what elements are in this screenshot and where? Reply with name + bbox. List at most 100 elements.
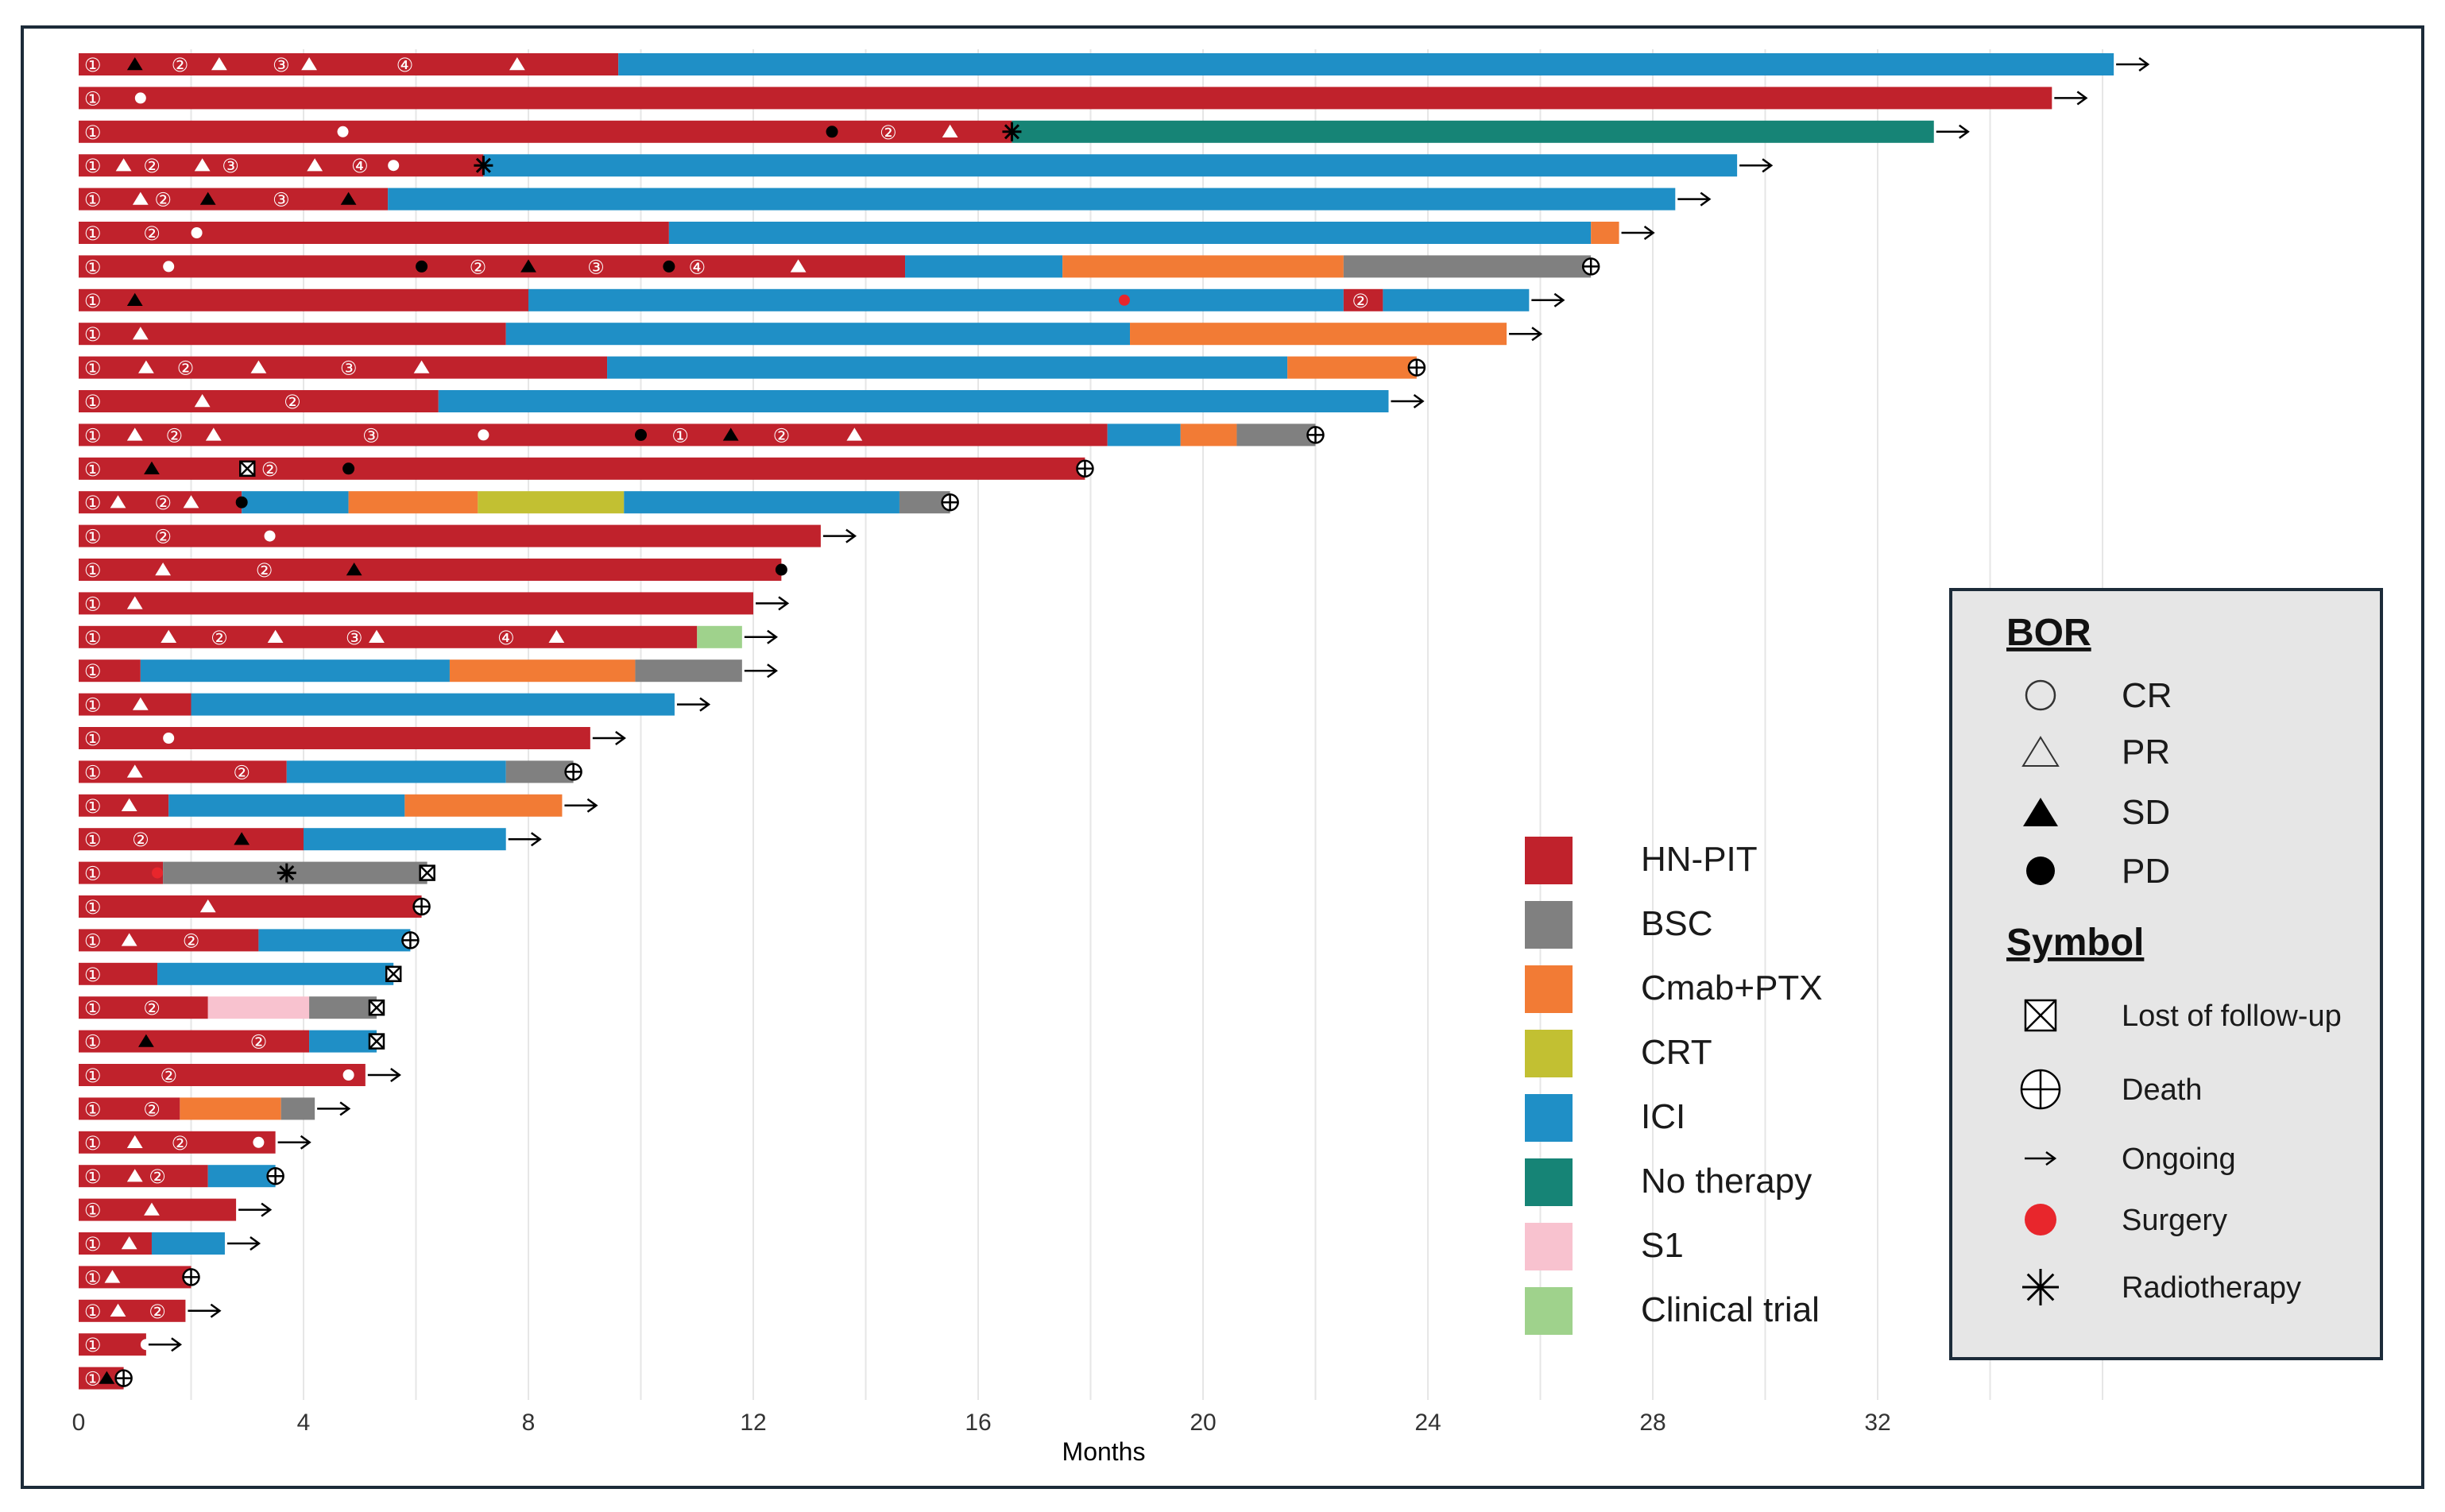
marker-pr (121, 933, 137, 946)
bar-segment (140, 659, 450, 683)
line-number-label: ① (84, 594, 102, 615)
x-tick-label: 24 (1414, 1410, 1441, 1436)
line-number-label: ③ (346, 628, 363, 649)
bar-segment (618, 53, 2114, 75)
line-number-label: ① (84, 1267, 102, 1289)
patient-row: ① ② ③ ④ (79, 625, 778, 649)
line-number-label: ② (132, 829, 149, 851)
marker-cr (253, 1136, 265, 1148)
marker-ongoing-head (250, 1236, 261, 1251)
marker-pd (663, 260, 675, 273)
marker-ongoing-head (586, 798, 598, 813)
line-number-label: ② (172, 55, 189, 76)
line-number-label: ④ (688, 257, 706, 278)
legend-bor-label: CR (2122, 676, 2172, 715)
bar-segment (478, 491, 625, 514)
bar-segment (79, 828, 304, 851)
marker-sd (340, 191, 357, 205)
bar-segment (191, 693, 675, 716)
line-number-label: ② (880, 122, 897, 144)
bar-segment (79, 457, 1085, 480)
bar-segment (1130, 323, 1507, 346)
line-number-label: ① (84, 156, 102, 177)
line-number-label: ② (256, 560, 273, 582)
bar-segment (438, 390, 1389, 412)
patient-row: ① (79, 727, 626, 750)
bar-segment (79, 222, 669, 244)
bar-segment (79, 524, 821, 547)
bar-segment (79, 1333, 146, 1356)
line-number-label: ② (143, 998, 161, 1019)
patient-row: ① (79, 861, 435, 885)
bar-segment (79, 625, 698, 648)
x-tick-label: 20 (1190, 1410, 1216, 1436)
line-number-label: ① (84, 459, 102, 481)
patient-row: ① (79, 693, 711, 717)
bar-segment (79, 356, 608, 379)
bar-segment (79, 929, 259, 952)
marker-radiotherapy (1004, 124, 1019, 140)
marker-ongoing-head (1553, 292, 1565, 307)
bar-segment (528, 288, 1344, 311)
marker-pr (194, 158, 211, 172)
marker-ongoing-head (699, 697, 711, 712)
marker-radiotherapy (279, 865, 295, 881)
bar-segment (79, 794, 169, 817)
bar-segment (207, 996, 310, 1019)
line-number-label: ① (84, 897, 102, 918)
legend-symbol-label: Lost of follow-up (2122, 1000, 2342, 1033)
patient-row: ① (79, 87, 2088, 110)
marker-pr (110, 1303, 126, 1317)
line-number-label: ① (84, 1133, 102, 1154)
marker-ongoing-head (171, 1337, 183, 1352)
bar-segment (79, 120, 1012, 143)
marker-ongoing-head (339, 1101, 351, 1116)
bar-segment (79, 1131, 276, 1154)
line-number-label: ② (470, 257, 487, 278)
patient-row: ① (79, 1232, 261, 1255)
bar-segment (79, 323, 506, 346)
legend-symbol-label: Death (2122, 1073, 2202, 1107)
line-number-label: ① (84, 796, 102, 818)
patient-row: ① ② ③ ① ② (79, 423, 1325, 447)
marker-pr (132, 697, 149, 710)
bar-segment (180, 1097, 281, 1120)
marker-pr (369, 629, 385, 643)
line-number-label: ① (84, 527, 102, 548)
legend-swatch (1525, 1223, 1573, 1270)
legend-bor-label: PR (2122, 733, 2170, 771)
line-number-label: ② (160, 1065, 177, 1087)
patient-bars: ① ② ③ ④①① ②① ② ③ ④① ② ③① ②① ② ③ ④① ②①① ② ③① ②① ② ③ ① ②① ②① ②① ②①… (79, 53, 2150, 1390)
marker-pd (342, 462, 355, 475)
marker-ongoing-head (767, 629, 778, 644)
line-number-label: ④ (397, 55, 414, 76)
bar-segment (79, 1165, 208, 1188)
line-number-label: ② (211, 628, 228, 649)
patient-row: ① (79, 962, 402, 986)
line-number-label: ③ (340, 358, 358, 380)
bar-segment (79, 255, 906, 278)
marker-sd (126, 57, 143, 71)
legend-label: Cmab+PTX (1641, 969, 1823, 1007)
bar-segment (304, 828, 506, 851)
patient-row: ① (79, 1367, 133, 1390)
symbol-legend-box (1949, 588, 2383, 1360)
line-number-label: ① (84, 628, 102, 649)
line-number-label: ① (84, 729, 102, 750)
legend-swatch (1525, 837, 1573, 884)
marker-pr (548, 629, 565, 643)
legend-swatch (1525, 1094, 1573, 1142)
line-number-label: ① (84, 829, 102, 851)
line-number-label: ② (261, 459, 279, 481)
line-number-label: ① (84, 1369, 102, 1390)
marker-pr (2021, 736, 2060, 767)
bar-segment (1107, 423, 1181, 447)
marker-sd (346, 563, 362, 576)
legend-cr-icon (2025, 679, 2056, 711)
marker-ongoing-head (2045, 1150, 2057, 1166)
patient-row: ① ② ③ ④ (79, 53, 2150, 76)
line-number-label: ① (84, 493, 102, 514)
